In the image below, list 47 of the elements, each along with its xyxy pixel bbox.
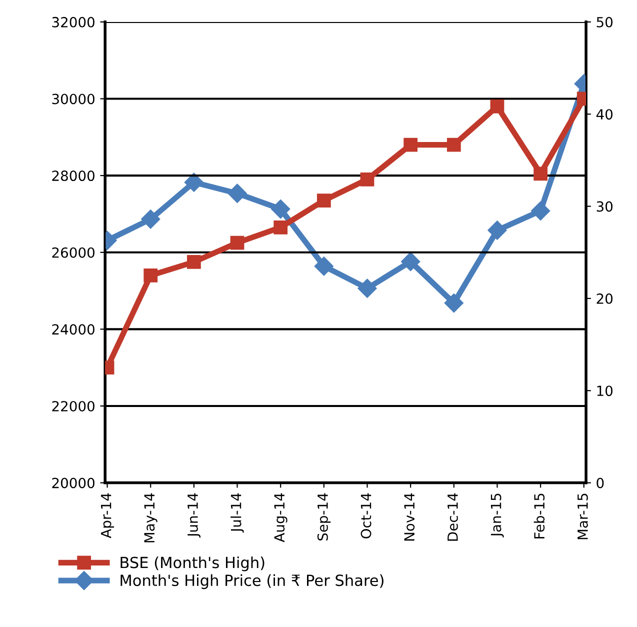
y-tick-label: 26000 [52,247,94,258]
point [186,255,201,269]
y-tick-label: 20000 [52,478,94,488]
point [316,194,331,208]
point [490,99,504,114]
legend-label: BSE (Month's High) [120,556,264,572]
point [358,278,377,298]
point [314,256,334,276]
y2-tick-label: 40 [596,109,613,120]
point [271,200,290,219]
x-tick-label: Jul-14 [230,493,244,533]
x-tick-label: Apr-14 [100,493,114,538]
point [531,201,550,220]
point [401,252,420,272]
point [360,172,374,186]
y2-tick-label: 20 [596,293,613,304]
point [446,138,461,152]
legend-label: Month's High Price (in ₹ Per Share) [120,574,384,590]
point [404,138,418,152]
point [144,268,158,282]
y-tick-label: 32000 [52,16,94,28]
point [141,210,160,229]
x-tick-label: Nov-14 [404,493,415,541]
x-tick-label: Aug-14 [274,493,288,542]
point [228,184,247,203]
point [534,166,548,181]
y-tick-label: 24000 [52,324,94,335]
point [444,294,464,313]
point [184,172,204,192]
y2-tick-label: 50 [596,16,613,28]
x-tick-label: Jan-15 [490,494,504,538]
x-tick-label: Feb-15 [534,494,545,538]
x-tick-label: Jun-14 [188,493,201,538]
point [230,236,244,250]
x-tick-label: May-14 [144,493,158,542]
y-tick-label: 28000 [52,170,94,182]
x-tick-label: Dec-14 [448,493,458,541]
y-tick-label: 30000 [52,94,94,104]
point [274,220,288,234]
y2-tick-label: 10 [597,386,613,396]
y2-tick-label: 0 [596,478,604,488]
x-tick-label: Mar-15 [578,494,588,540]
x-tick-label: Sep-14 [317,493,331,540]
y2-tick-label: 30 [596,201,613,212]
x-tick-label: Oct-14 [360,493,372,538]
point [488,220,507,240]
y-tick-label: 22000 [52,400,94,412]
